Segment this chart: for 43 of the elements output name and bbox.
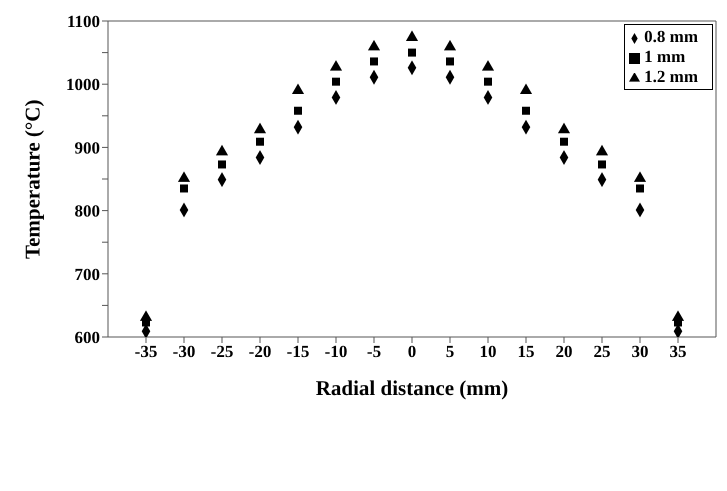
x-tick-label: 35 [670,342,686,362]
x-tick-label: -30 [172,342,196,362]
point [256,138,264,146]
point [598,160,606,168]
legend-label: 0.8 mm [644,27,698,46]
point [180,184,188,192]
point [218,160,226,168]
x-tick-label: 30 [632,342,648,362]
point [446,57,454,66]
y-tick-label: 1000 [66,75,100,94]
point [636,184,644,192]
point [292,84,304,94]
x-tick-label: -5 [366,342,382,362]
point [484,78,492,86]
point [332,78,340,86]
x-tick-label: 5 [446,342,454,362]
point [294,106,302,115]
y-tick-label: 1100 [66,12,100,32]
legend-label: 1.2 mm [644,67,698,86]
x-tick-label: 15 [518,342,534,362]
x-tick-label: 10 [480,342,496,362]
x-tick-label: 20 [556,342,572,362]
x-tick-label: -10 [324,342,348,362]
x-tick-label: -15 [286,342,310,362]
point [370,57,378,66]
y-tick-label: 600 [74,328,100,348]
x-axis-title: Radial distance (mm) [316,376,508,400]
x-tick-label: -25 [210,342,234,362]
y-tick-label: 700 [74,264,100,284]
x-tick-label: 25 [594,342,610,362]
x-tick-label: -35 [134,342,158,362]
x-tick-label: 0 [408,342,416,362]
point [520,84,532,94]
point [140,310,152,321]
point [560,138,568,146]
y-tick-label: 800 [74,202,100,221]
point [672,310,684,321]
point [408,48,416,57]
y-axis-title: Temperature (°C) [20,100,44,259]
point [522,106,530,115]
x-tick-label: -20 [248,342,272,362]
y-tick-label: 900 [74,138,100,158]
legend-label: 1 mm [644,47,686,66]
